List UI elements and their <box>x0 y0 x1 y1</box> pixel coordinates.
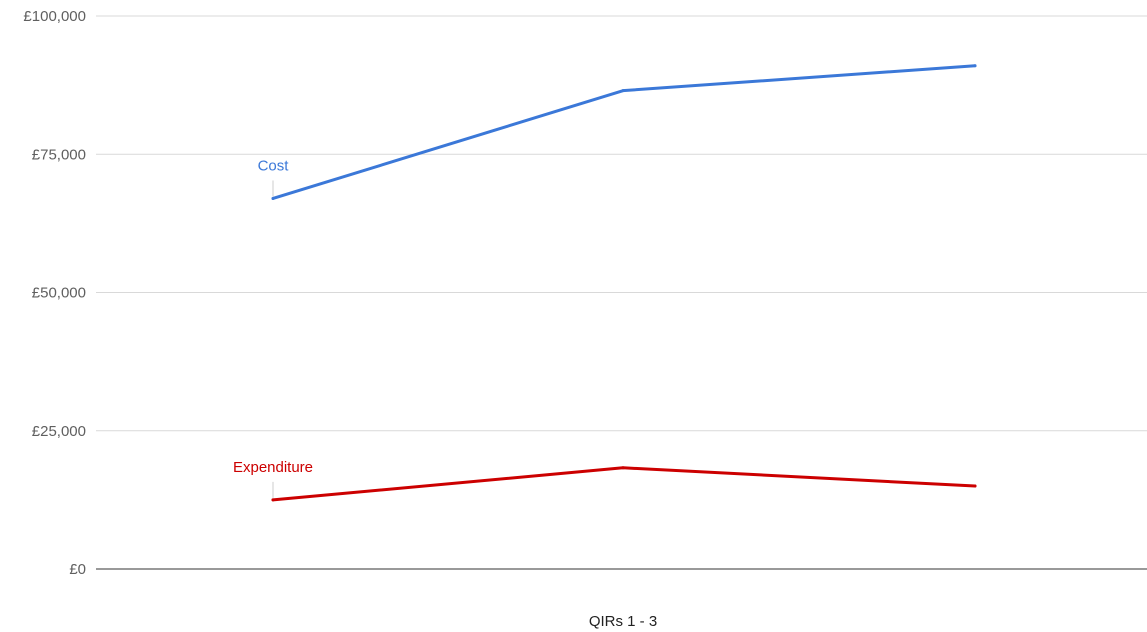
series-line-cost <box>271 64 977 200</box>
y-tick-label: £50,000 <box>32 285 86 302</box>
series-lines <box>271 64 977 502</box>
series-label-expenditure: Expenditure <box>233 459 313 476</box>
y-axis-ticks: £0 £25,000 £50,000 £75,000 £100,000 <box>23 8 86 578</box>
y-tick-label: £0 <box>69 561 86 578</box>
data-point-expenditure <box>973 484 977 488</box>
data-point-expenditure <box>271 498 275 502</box>
series-label-cost: Cost <box>258 157 290 174</box>
gridlines <box>96 15 1147 432</box>
x-axis-title: QIRs 1 - 3 <box>589 613 657 630</box>
y-tick-label: £25,000 <box>32 423 86 440</box>
data-point-cost <box>621 89 625 93</box>
data-point-expenditure <box>621 466 625 470</box>
series-labels: Cost Expenditure <box>233 157 313 498</box>
y-tick-label: £75,000 <box>32 146 86 163</box>
data-point-cost <box>973 64 977 68</box>
data-point-cost <box>271 196 275 200</box>
series-line-expenditure <box>271 466 977 502</box>
y-tick-label: £100,000 <box>23 8 86 25</box>
